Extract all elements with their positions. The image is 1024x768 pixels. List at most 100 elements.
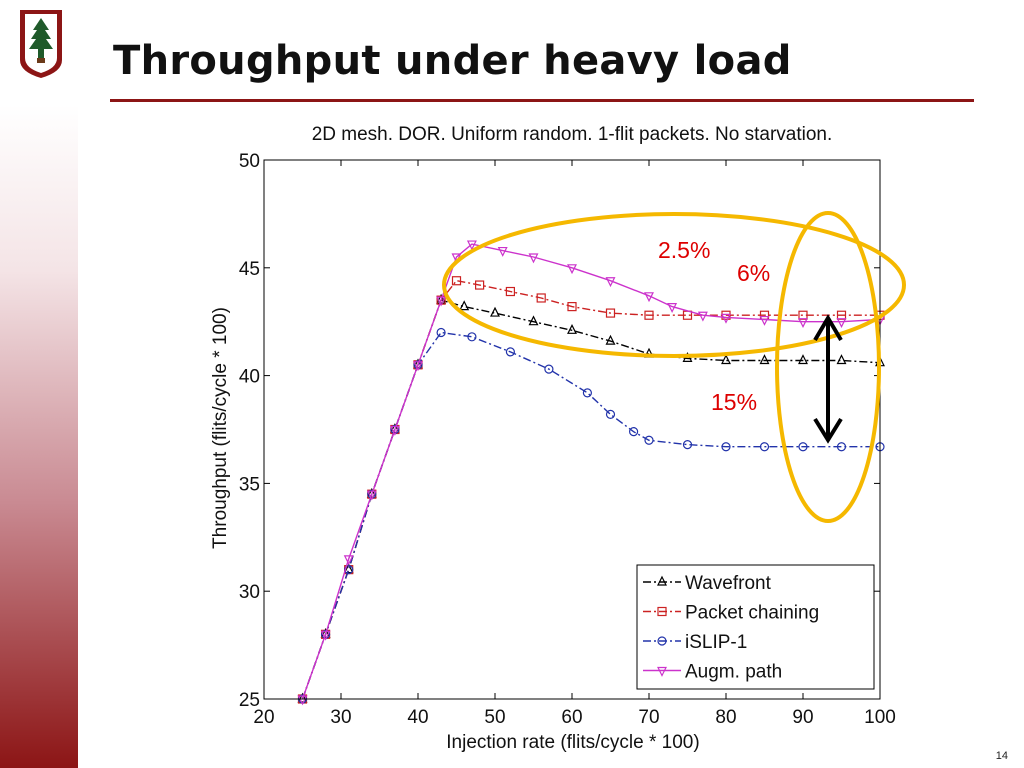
data-point <box>389 423 400 434</box>
x-tick-label: 70 <box>638 707 659 728</box>
data-point <box>528 315 539 326</box>
data-point <box>582 388 593 398</box>
x-axis-label: Injection rate (flits/cycle * 100) <box>446 732 699 753</box>
data-point <box>836 354 847 365</box>
series-line-augm-path <box>301 243 881 700</box>
data-point <box>759 442 770 452</box>
annotation-15-percent: 15% <box>711 389 757 415</box>
x-tick-label: 30 <box>330 707 351 728</box>
x-tick-label: 60 <box>561 707 582 728</box>
y-tick-label: 30 <box>239 582 260 603</box>
page-number: 14 <box>995 750 1008 762</box>
legend-entry-label: Augm. path <box>685 662 782 683</box>
series-line-wavefront <box>301 299 881 700</box>
x-tick-label: 50 <box>484 707 505 728</box>
y-tick-label: 45 <box>239 259 260 280</box>
data-point <box>644 310 654 320</box>
y-axis-label: Throughput (flits/cycle * 100) <box>210 307 231 549</box>
tick-labels: 20 30 40 50 60 70 80 90 100 25 30 35 40 45 50 <box>239 151 896 728</box>
data-point <box>297 695 308 706</box>
plot-frame <box>263 159 881 700</box>
legend-marker <box>657 666 667 677</box>
data-point <box>798 310 808 320</box>
data-point <box>567 323 577 334</box>
data-point <box>343 563 354 574</box>
data-point <box>343 555 354 566</box>
y-tick-label: 35 <box>239 474 260 495</box>
data-point <box>505 286 515 297</box>
data-point <box>297 692 308 703</box>
data-point <box>721 442 731 452</box>
data-point <box>413 358 423 369</box>
data-point <box>721 313 731 324</box>
y-tick-label: 50 <box>239 151 260 172</box>
data-point <box>389 425 400 436</box>
data-point <box>667 303 678 313</box>
legend-entry-label: Wavefront <box>685 573 772 594</box>
data-point <box>413 361 423 372</box>
data-point <box>467 332 477 342</box>
data-point <box>836 318 847 329</box>
annotation-2-5-percent: 2.5% <box>658 237 710 263</box>
data-point <box>528 253 539 264</box>
series-lines <box>297 240 885 706</box>
data-point <box>836 442 847 452</box>
chart-title: 2D mesh. DOR. Uniform random. 1-flit pac… <box>312 124 833 145</box>
data-point <box>466 240 477 251</box>
x-tick-label: 40 <box>407 707 428 728</box>
data-point <box>544 364 554 374</box>
data-point <box>451 276 462 286</box>
x-tick-label: 20 <box>253 707 274 728</box>
data-point <box>605 409 616 420</box>
title-rule <box>110 99 974 102</box>
data-point <box>436 327 446 338</box>
data-point <box>759 315 770 326</box>
legend: Wavefront Packet chaining iSLIP-1 Augm. pat… <box>636 564 875 690</box>
legend-entry-label: iSLIP-1 <box>685 632 747 653</box>
data-point <box>721 354 731 365</box>
y-tick-label: 40 <box>239 367 260 388</box>
double-arrow-icon <box>813 314 843 444</box>
data-point <box>644 292 654 303</box>
data-point <box>759 354 770 365</box>
side-gradient-band <box>0 105 78 768</box>
data-point <box>798 442 808 452</box>
legend-entry-label: Packet chaining <box>685 603 819 624</box>
data-point <box>490 306 500 317</box>
data-point <box>436 293 447 304</box>
legend-marker <box>657 606 667 617</box>
legend-marker <box>657 575 667 586</box>
data-point <box>798 318 808 329</box>
legend-box <box>636 564 875 690</box>
x-tick-label: 100 <box>864 707 896 728</box>
data-point <box>567 302 577 312</box>
data-point <box>475 280 485 290</box>
highlight-ellipse-top <box>442 212 906 358</box>
data-point <box>459 300 470 311</box>
data-point <box>320 630 331 641</box>
x-tick-label: 80 <box>715 707 736 728</box>
data-point <box>320 627 331 638</box>
y-tick-label: 25 <box>239 690 260 711</box>
data-point <box>697 311 708 322</box>
data-point <box>644 435 654 445</box>
highlight-ellipse-right <box>775 211 881 523</box>
data-point <box>605 308 616 318</box>
data-point <box>567 264 577 275</box>
data-point <box>536 293 546 303</box>
data-point <box>366 487 377 498</box>
annotation-6-percent: 6% <box>737 260 770 286</box>
data-point <box>366 490 377 501</box>
data-point <box>605 277 616 288</box>
slide-title: Throughput under heavy load <box>113 38 792 84</box>
x-tick-label: 90 <box>792 707 813 728</box>
data-point <box>628 427 639 437</box>
data-point <box>605 334 616 345</box>
legend-marker <box>657 636 667 646</box>
data-point <box>798 354 808 365</box>
data-point <box>682 439 693 450</box>
data-point <box>497 246 508 257</box>
stanford-logo <box>20 10 62 78</box>
data-point <box>436 296 447 307</box>
